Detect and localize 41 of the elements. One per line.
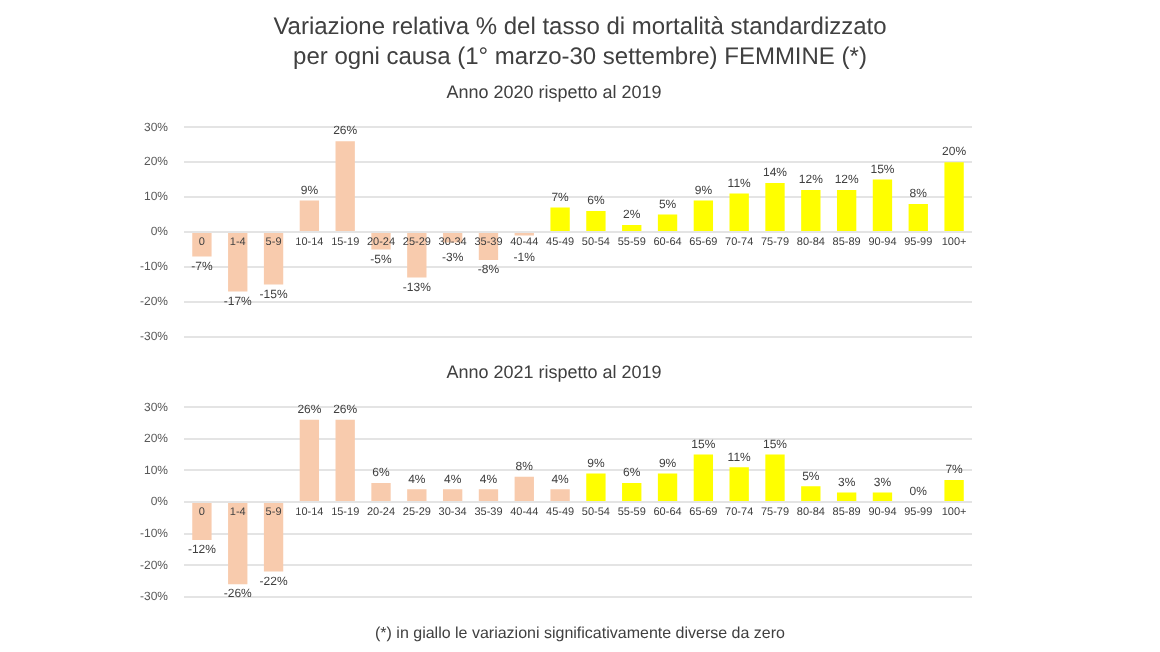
bar bbox=[693, 454, 714, 501]
text: (*) in giallo le variazioni significativamente diverse da zero bbox=[373, 624, 787, 642]
bar bbox=[478, 489, 499, 501]
chart-subtitle: Anno 2020 rispetto al 2019 bbox=[444, 80, 664, 104]
bar bbox=[550, 489, 570, 501]
bar bbox=[908, 204, 928, 231]
bar bbox=[622, 225, 642, 231]
bar bbox=[765, 454, 785, 501]
bar bbox=[335, 419, 355, 501]
bar bbox=[836, 492, 857, 501]
bar bbox=[836, 190, 857, 231]
bar bbox=[872, 179, 893, 231]
bar bbox=[944, 479, 964, 501]
chart-title: Variazione relativa % del tasso di mortalità standardizzato per ogni causa (1° marzo-30 settembre) FEMMINE (*) bbox=[271, 10, 889, 74]
bar bbox=[299, 419, 320, 501]
bar bbox=[228, 233, 248, 292]
bar bbox=[192, 503, 212, 540]
bar bbox=[729, 467, 749, 501]
bar bbox=[407, 489, 427, 501]
bar bbox=[729, 193, 749, 231]
bar bbox=[550, 207, 570, 231]
chart-subtitle: Anno 2021 rispetto al 2019 bbox=[444, 360, 664, 384]
bar bbox=[657, 214, 678, 231]
bar bbox=[371, 483, 391, 501]
bar bbox=[944, 162, 964, 231]
bar bbox=[586, 211, 606, 231]
bar bbox=[801, 190, 821, 231]
bar bbox=[586, 473, 606, 501]
bar bbox=[228, 503, 248, 585]
bar bbox=[657, 473, 678, 501]
bar bbox=[801, 486, 821, 501]
bar bbox=[192, 233, 212, 257]
bar bbox=[299, 200, 320, 231]
bar bbox=[263, 503, 284, 572]
bar bbox=[693, 200, 714, 231]
bar bbox=[622, 483, 642, 501]
bar bbox=[514, 476, 534, 501]
bar bbox=[872, 492, 893, 501]
bar bbox=[442, 489, 463, 501]
bar bbox=[335, 141, 355, 231]
bar bbox=[765, 183, 785, 231]
